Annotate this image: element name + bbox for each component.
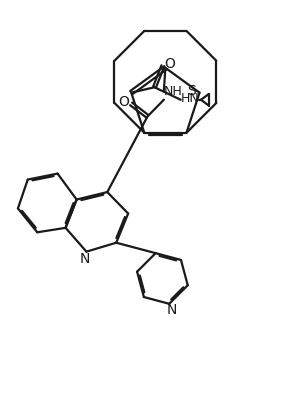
- Text: N: N: [167, 303, 177, 318]
- Text: O: O: [164, 58, 175, 71]
- Text: N: N: [80, 252, 90, 266]
- Text: O: O: [118, 94, 129, 109]
- Text: HN: HN: [180, 92, 199, 105]
- Text: NH: NH: [164, 85, 183, 98]
- Text: S: S: [187, 84, 196, 98]
